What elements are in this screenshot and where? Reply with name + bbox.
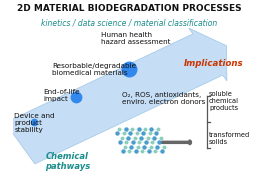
Text: transformed
solids: transformed solids — [209, 132, 250, 145]
Text: Human health
hazard assessment: Human health hazard assessment — [101, 32, 171, 45]
Text: Device and
product
stability: Device and product stability — [14, 113, 55, 133]
Text: soluble
chemical
products: soluble chemical products — [209, 91, 239, 111]
Text: kinetics / data science / material classification: kinetics / data science / material class… — [41, 19, 217, 28]
Text: Chemical
pathways: Chemical pathways — [45, 152, 90, 171]
Text: Implications: Implications — [184, 59, 244, 68]
Text: End-of-life
impact: End-of-life impact — [43, 89, 80, 102]
Polygon shape — [5, 28, 227, 164]
Text: 2D MATERIAL BIODEGRADATION PROCESSES: 2D MATERIAL BIODEGRADATION PROCESSES — [17, 4, 241, 12]
Text: O₂, ROS, antioxidants,
enviro. electron donors: O₂, ROS, antioxidants, enviro. electron … — [122, 92, 205, 105]
Text: Resorbable/degradable
biomedical materials: Resorbable/degradable biomedical materia… — [52, 63, 136, 76]
